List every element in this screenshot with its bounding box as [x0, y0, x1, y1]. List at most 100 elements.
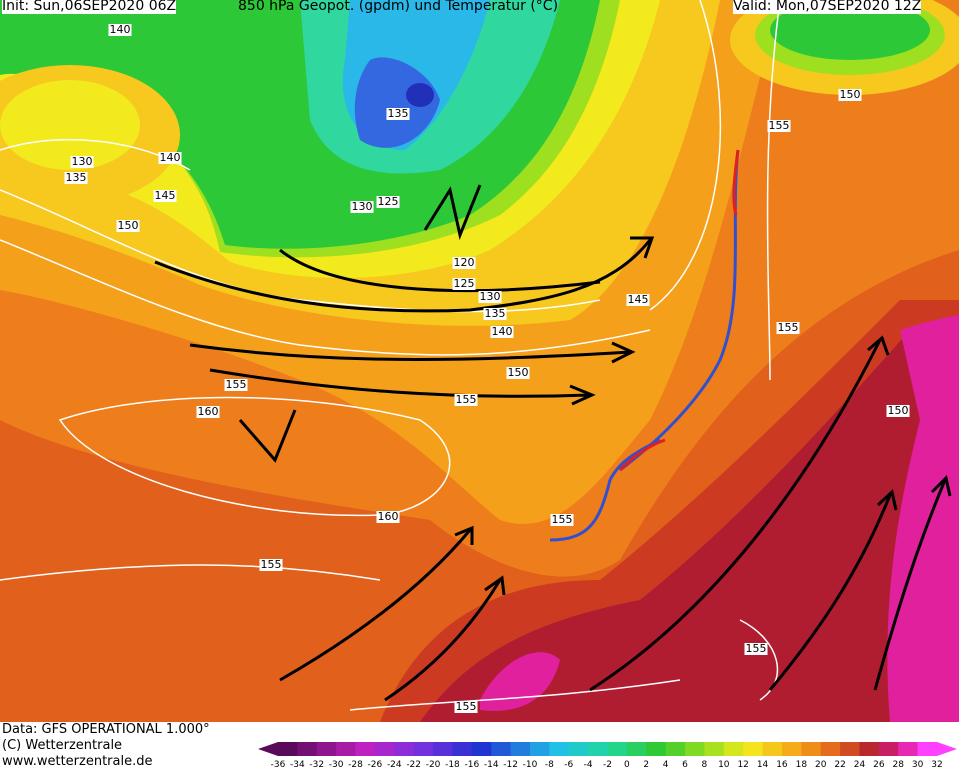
colorbar-cell [840, 742, 860, 756]
contour-label: 155 [776, 321, 800, 334]
contour-label: 160 [376, 510, 400, 523]
colorbar-label: -4 [584, 760, 593, 770]
colorbar-cell [549, 742, 570, 756]
contour-label: 140 [158, 151, 182, 164]
footer-data: Data: GFS OPERATIONAL 1.000° [2, 722, 210, 737]
colorbar-cell [433, 742, 453, 756]
colorbar-cell [685, 742, 705, 756]
colorbar-label: 4 [663, 760, 669, 770]
colorbar-cell [394, 742, 415, 756]
colorbar-cell [626, 742, 647, 756]
colorbar-label: 30 [912, 760, 924, 770]
colorbar-cell [491, 742, 512, 756]
colorbar-cell [568, 742, 589, 756]
colorbar-label: 14 [757, 760, 769, 770]
contour-label: 125 [376, 195, 400, 208]
colorbar-cell [471, 742, 492, 756]
colorbar-label: -12 [503, 760, 518, 770]
colorbar-label: -26 [368, 760, 383, 770]
contour-label: 155 [767, 119, 791, 132]
colorbar-cell [898, 742, 919, 756]
contour-label: 125 [452, 277, 476, 290]
colorbar-label: 16 [776, 760, 788, 770]
colorbar-cell [374, 742, 395, 756]
map-title: 850 hPa Geopot. (gpdm) und Temperatur (°… [238, 0, 559, 14]
colorbar-cell [278, 742, 298, 756]
colorbar-label: -14 [484, 760, 499, 770]
contour-label: 140 [108, 23, 132, 36]
footer-copyright: (C) Wetterzentrale [2, 738, 123, 753]
colorbar-label: -30 [329, 760, 344, 770]
contour-label: 135 [386, 107, 410, 120]
colorbar-cell [704, 742, 725, 756]
contour-label: 145 [626, 293, 650, 306]
contour-label: 155 [454, 700, 478, 713]
weather-map [0, 0, 959, 722]
colorbar-cell [297, 742, 318, 756]
contour-label: 130 [70, 155, 94, 168]
colorbar-label: 28 [893, 760, 905, 770]
colorbar-label: 22 [834, 760, 845, 770]
contour-label: 150 [838, 88, 862, 101]
colorbar-label: -18 [445, 760, 460, 770]
contour-label: 135 [64, 171, 88, 184]
contour-label: 140 [490, 325, 514, 338]
colorbar-label: 8 [702, 760, 708, 770]
contour-label: 145 [153, 189, 177, 202]
colorbar-arrow [937, 742, 957, 756]
colorbar-label: 32 [931, 760, 942, 770]
contour-label: 150 [116, 219, 140, 232]
contour-label: 155 [550, 513, 574, 526]
colorbar: -36 -34 -32 -30 -28 -26 -24 -22 -20 -18 -16 -14 -12-… [258, 742, 957, 770]
colorbar-label: 26 [873, 760, 885, 770]
contour-label: 130 [478, 290, 502, 303]
contour-label: 120 [452, 256, 476, 269]
colorbar-cell [510, 742, 531, 756]
colorbar-label: -16 [464, 760, 479, 770]
colorbar-cell [820, 742, 841, 756]
colorbar-label: 12 [737, 760, 748, 770]
colorbar-label: -36 [271, 760, 286, 770]
colorbar-cell [781, 742, 802, 756]
contour-label: 155 [454, 393, 478, 406]
colorbar-cell [646, 742, 667, 756]
colorbar-cell [665, 742, 686, 756]
colorbar-cell [413, 742, 434, 756]
colorbar-cell [723, 742, 744, 756]
contour-label: 155 [744, 642, 768, 655]
colorbar-label: 24 [854, 760, 866, 770]
colorbar-cell [878, 742, 899, 756]
colorbar-cell [529, 742, 550, 756]
colorbar-cell [588, 742, 608, 756]
footer-url: www.wetterzentrale.de [2, 754, 153, 769]
contour-label: 160 [196, 405, 220, 418]
colorbar-label: 10 [718, 760, 730, 770]
colorbar-label: -22 [406, 760, 421, 770]
colorbar-label: -32 [309, 760, 324, 770]
colorbar-label: -10 [523, 760, 538, 770]
colorbar-cell [743, 742, 764, 756]
colorbar-cell [762, 742, 783, 756]
colorbar-cell [452, 742, 473, 756]
colorbar-label: -2 [603, 760, 612, 770]
colorbar-label: -20 [426, 760, 441, 770]
contour-label: 155 [224, 378, 248, 391]
valid-time: Valid: Mon,07SEP2020 12Z [733, 0, 922, 14]
colorbar-arrow [258, 742, 278, 756]
contour-label: 150 [886, 404, 910, 417]
colorbar-label: 2 [643, 760, 649, 770]
colorbar-cell [355, 742, 376, 756]
colorbar-cell [316, 742, 337, 756]
colorbar-label: 0 [624, 760, 630, 770]
colorbar-cell [336, 742, 357, 756]
colorbar-label: 6 [682, 760, 688, 770]
init-time: Init: Sun,06SEP2020 06Z [2, 0, 177, 14]
contour-label: 150 [506, 366, 530, 379]
contour-label: 155 [259, 558, 283, 571]
colorbar-label: -34 [290, 760, 305, 770]
colorbar-cell [607, 742, 628, 756]
colorbar-label: 20 [815, 760, 827, 770]
colorbar-cell [801, 742, 822, 756]
colorbar-label: -24 [387, 760, 402, 770]
